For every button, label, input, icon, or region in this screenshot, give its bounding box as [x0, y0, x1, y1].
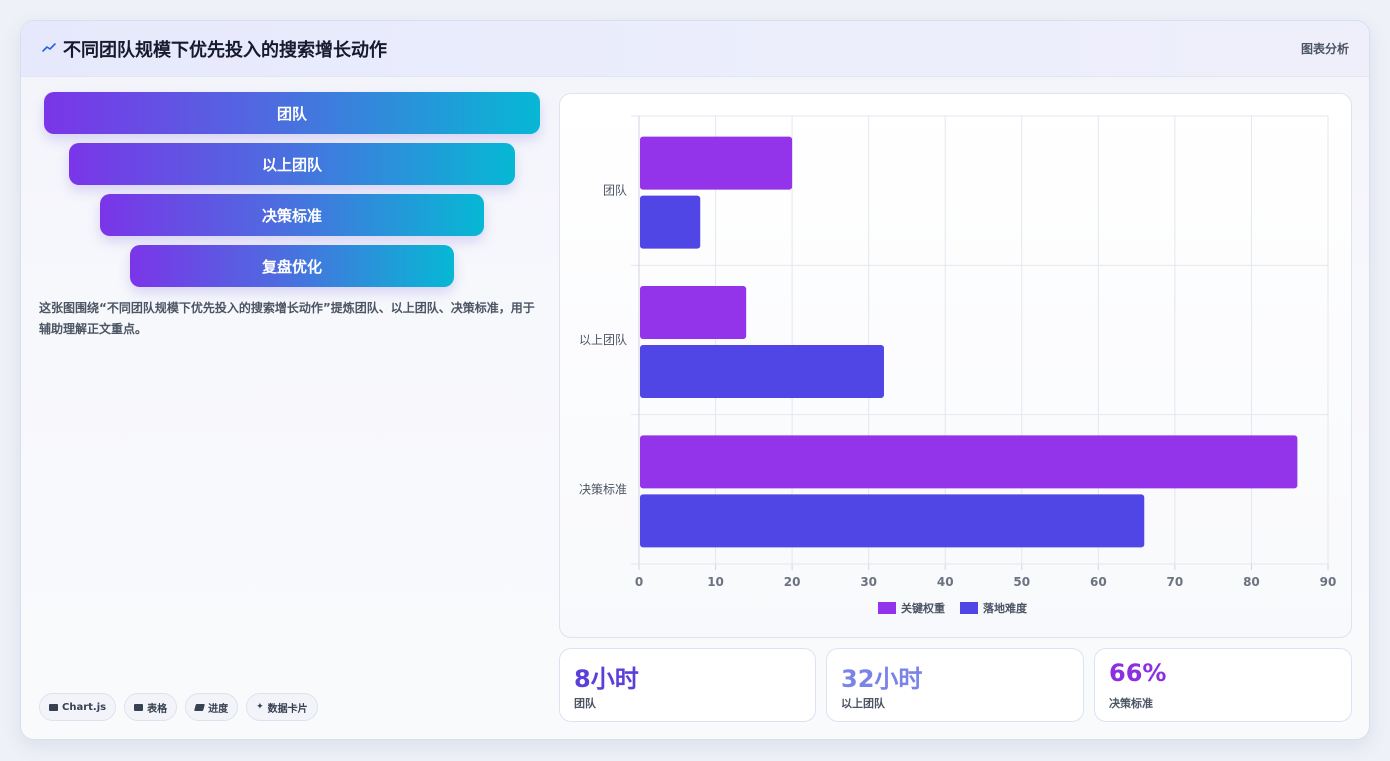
- table-icon: [134, 703, 144, 711]
- funnel-step-2: 以上团队: [69, 143, 515, 185]
- x-tick-label: 90: [1320, 575, 1337, 589]
- legend-label: 关键权重: [901, 601, 945, 615]
- chart-description: 这张图围绕“不同团队规模下优先投入的搜索增长动作”提炼团队、以上团队、决策标准，…: [39, 301, 535, 336]
- stat-card-team: 8小时 团队: [559, 648, 816, 722]
- y-category-label: 以上团队: [579, 332, 627, 347]
- stat-value: 66%: [1109, 659, 1167, 687]
- chart-icon: [49, 703, 58, 711]
- bar-key-weight: [640, 435, 1298, 489]
- bar-key-weight: [640, 286, 747, 339]
- trend-icon: [42, 43, 56, 52]
- chip-data-card[interactable]: ✦ 数据卡片: [246, 693, 318, 721]
- legend-swatch: [960, 602, 978, 614]
- y-category-label: 团队: [603, 183, 627, 198]
- chip-label: 数据卡片: [267, 703, 308, 715]
- x-tick-label: 0: [635, 575, 643, 589]
- stat-label: 决策标准: [1109, 697, 1153, 710]
- chip-label: Chart.js: [62, 701, 107, 713]
- stat-card-decision: 66% 决策标准: [1094, 648, 1352, 722]
- chip-chartjs[interactable]: Chart.js: [39, 693, 117, 721]
- bar-difficulty: [640, 494, 1145, 548]
- header: 不同团队规模下优先投入的搜索增长动作 图表分析: [21, 21, 1369, 77]
- chart-panel: 0 10 20 30 40 50 60 70 80 90 团队以上团队决策标准关键权重 落地难度: [559, 93, 1352, 638]
- chip-progress[interactable]: 进度: [185, 693, 239, 721]
- chart-analysis-tag: 图表分析: [1300, 42, 1349, 56]
- feature-chips: Chart.js 表格 进度 ✦ 数据卡片: [39, 693, 318, 721]
- legend-label: 落地难度: [983, 601, 1028, 615]
- stat-card-larger-team: 32小时 以上团队: [826, 648, 1084, 722]
- sparkle-icon: ✦: [256, 702, 264, 712]
- stat-value: 8小时: [574, 665, 639, 693]
- funnel-step-1: 团队: [44, 92, 540, 134]
- bar-difficulty: [640, 195, 701, 249]
- x-tick-label: 30: [860, 575, 877, 589]
- stat-label: 团队: [574, 697, 596, 710]
- stat-value: 32小时: [841, 665, 923, 693]
- chip-label: 进度: [208, 703, 229, 715]
- y-category-label: 决策标准: [579, 482, 627, 496]
- legend-swatch: [878, 602, 896, 614]
- x-tick-label: 80: [1243, 575, 1260, 589]
- funnel-step-4: 复盘优化: [130, 245, 454, 287]
- x-tick-label: 70: [1167, 575, 1184, 589]
- x-tick-label: 10: [707, 575, 724, 589]
- progress-icon: [194, 703, 206, 711]
- x-tick-label: 40: [937, 575, 954, 589]
- main-card: 不同团队规模下优先投入的搜索增长动作 图表分析 团队 以上团队 决策标准 复盘优…: [20, 20, 1370, 740]
- chip-label: 表格: [147, 703, 168, 715]
- x-tick-label: 50: [1013, 575, 1030, 589]
- bar-key-weight: [640, 136, 793, 190]
- page-title: 不同团队规模下优先投入的搜索增长动作: [63, 40, 387, 61]
- stat-label: 以上团队: [841, 697, 885, 710]
- chip-table[interactable]: 表格: [124, 693, 178, 721]
- x-tick-label: 60: [1090, 575, 1107, 589]
- x-tick-label: 20: [784, 575, 801, 589]
- funnel-step-3: 决策标准: [100, 194, 484, 236]
- bar-difficulty: [640, 345, 884, 398]
